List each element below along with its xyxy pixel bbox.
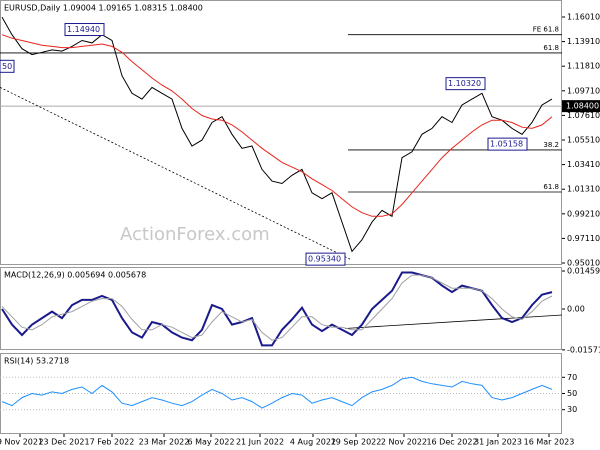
swing-box: [445, 77, 486, 91]
x-tick-label: 19 Sep 2022: [331, 438, 382, 447]
swing-label: 50: [2, 62, 12, 71]
y-tick-label: 1.09710: [567, 86, 600, 95]
panel-frame: [0, 0, 562, 265]
y-tick-label: 50: [567, 389, 577, 398]
series-line: [1, 376, 553, 409]
x-tick-label: 7 Feb 2022: [90, 438, 135, 447]
y-tick-label: 0.95010: [567, 259, 600, 268]
x-tick-label: 2 Nov 2022: [381, 438, 427, 447]
watermark: ActionForex.com: [120, 224, 270, 245]
x-tick-label: 16 Mar 2023: [524, 438, 575, 447]
y-tick-label: 0.014594: [567, 266, 600, 275]
swing-label: 1.10320: [448, 79, 481, 88]
x-tick-label: 31 Jan 2023: [474, 438, 522, 447]
x-tick-label: 9 Nov 2021: [0, 438, 43, 447]
x-tick-label: 23 Dec 2021: [38, 438, 89, 447]
panel-title: MACD(12,26,9) 0.005694 0.005678: [4, 271, 146, 280]
y-tick-label: 1.01310: [567, 185, 600, 194]
x-tick-label: 21 Jun 2022: [236, 438, 284, 447]
panel-title: RSI(14) 53.2718: [4, 357, 69, 366]
x-tick-label: 23 Mar 2022: [139, 438, 190, 447]
y-tick-label: 1.13910: [567, 37, 600, 46]
swing-label: 1.14940: [67, 25, 100, 34]
trendline: [0, 87, 351, 260]
swing-box: [305, 252, 346, 266]
y-tick-label: 0.00: [567, 304, 585, 313]
y-tick-label: 1.16010: [567, 12, 600, 21]
fib-label: FE 61.8: [533, 26, 559, 34]
fib-label: 61.8: [543, 183, 559, 191]
y-tick-label: 30: [567, 405, 577, 414]
series-line: [1, 34, 553, 217]
y-tick-label: 0.99210: [567, 209, 600, 218]
y-tick-label: 70: [567, 373, 577, 382]
x-tick-label: 16 Dec 2022: [426, 438, 477, 447]
price-tag-label: 1.08400: [566, 102, 599, 111]
series-line: [1, 16, 553, 253]
y-tick-label: 0.97110: [567, 234, 600, 243]
y-tick-label: 1.07610: [567, 111, 600, 120]
fib-label: 61.8: [543, 44, 559, 52]
swing-box: [64, 23, 105, 37]
series-line: [1, 274, 553, 341]
price-tag: [562, 100, 600, 113]
y-tick-label: 1.11810: [567, 62, 600, 71]
trendline: [344, 314, 563, 329]
panel-frame: [0, 267, 562, 350]
y-tick-label: -0.015712: [567, 345, 600, 354]
swing-label: 0.95340: [308, 255, 341, 264]
swing-label: 1.05158: [490, 140, 523, 149]
swing-box: [0, 59, 15, 73]
panel-title: EURUSD,Daily 1.09004 1.09165 1.08315 1.0…: [4, 4, 203, 13]
fib-label: 38.2: [543, 141, 559, 149]
y-tick-label: 1.05510: [567, 135, 600, 144]
series-line: [1, 271, 553, 347]
y-tick-label: 1.03410: [567, 160, 600, 169]
x-tick-label: 6 May 2022: [187, 438, 234, 447]
swing-box: [487, 137, 528, 151]
x-tick-label: 4 Aug 2022: [290, 438, 336, 447]
